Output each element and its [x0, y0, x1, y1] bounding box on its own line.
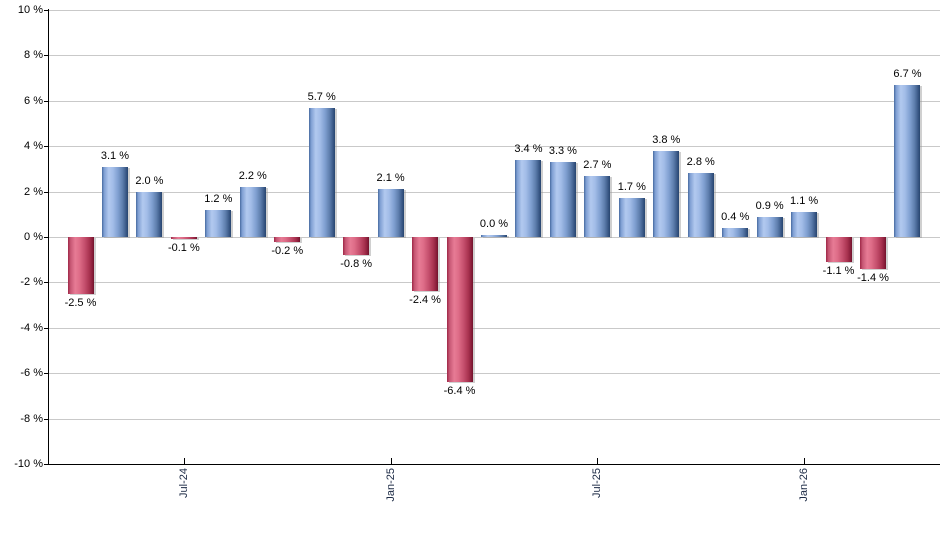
bar-positive: [308, 107, 335, 237]
bar-positive: [480, 235, 507, 237]
y-tick-label: 2 %: [24, 185, 43, 198]
x-tick-label: Jul-24: [177, 468, 190, 498]
y-axis-tick: [44, 464, 48, 465]
bar-positive: [239, 187, 266, 237]
bar-value-label: -1.4 %: [857, 271, 889, 284]
bar-value-label: -0.1 %: [167, 242, 200, 255]
bar-positive: [584, 175, 611, 237]
y-axis-tick: [44, 282, 48, 284]
x-tick-label: Jan-25: [384, 468, 397, 502]
bar-value-label: 0.0 %: [479, 218, 509, 230]
y-tick-label: 4 %: [24, 140, 43, 153]
bar-value-label: 1.1 %: [790, 195, 819, 208]
bar-value-label: -0.8 %: [340, 258, 373, 271]
y-gridline: [48, 100, 940, 102]
bar-negative: [412, 237, 439, 292]
bar-negative: [825, 237, 852, 262]
bar-positive: [549, 162, 576, 237]
bar-positive: [618, 198, 645, 237]
y-axis-tick: [44, 418, 48, 420]
bar-positive: [205, 209, 232, 237]
bar-negative: [67, 237, 94, 294]
y-axis-tick: [44, 327, 48, 329]
bar-value-label: 1.2 %: [204, 192, 233, 205]
bar-value-label: -0.2 %: [271, 244, 304, 257]
bar-value-label: 3.8 %: [652, 133, 681, 146]
bar-negative: [446, 237, 473, 383]
y-gridline: [48, 146, 940, 148]
y-gridline: [48, 418, 940, 420]
y-tick-label: -8 %: [20, 412, 43, 425]
y-gridline: [48, 191, 940, 193]
y-tick-label: -6 %: [20, 367, 43, 380]
bar-value-label: -1.1 %: [822, 264, 855, 277]
bar-positive: [687, 173, 714, 237]
bar-positive: [136, 191, 163, 237]
y-axis-tick: [44, 100, 48, 102]
y-gridline: [48, 10, 940, 11]
bar-value-label: 5.7 %: [307, 90, 336, 103]
x-tick-label: Jan-26: [798, 468, 811, 502]
y-gridline: [48, 327, 940, 329]
y-axis-tick: [44, 55, 48, 57]
bar-positive: [653, 150, 680, 237]
y-axis-tick: [44, 373, 48, 375]
bar-value-label: 2.0 %: [135, 174, 164, 187]
bar-positive: [101, 166, 128, 237]
bar-value-label: -2.4 %: [409, 294, 441, 307]
y-tick-label: 6 %: [24, 94, 43, 107]
y-axis-tick: [44, 146, 48, 148]
bar-value-label: 3.1 %: [100, 149, 130, 162]
bar-positive: [894, 84, 921, 237]
y-axis-tick: [44, 237, 48, 238]
bar-value-label: -2.5 %: [64, 296, 97, 309]
y-axis-tick: [44, 10, 48, 11]
bar-positive: [515, 159, 542, 237]
y-gridline: [48, 373, 940, 375]
bar-value-label: 1.7 %: [617, 181, 646, 194]
bar-positive: [756, 216, 783, 237]
bar-value-label: 3.3 %: [548, 145, 577, 158]
bar-value-label: 2.8 %: [686, 156, 715, 169]
bar-value-label: 2.2 %: [238, 170, 267, 183]
y-tick-label: 10 %: [17, 4, 43, 16]
y-tick-label: 8 %: [24, 49, 43, 62]
x-tick-label: Jul-25: [591, 468, 604, 498]
bar-positive: [377, 189, 404, 237]
y-tick-label: -4 %: [20, 321, 43, 334]
bar-value-label: 0.9 %: [755, 199, 784, 212]
y-gridline: [48, 237, 940, 238]
x-axis-tick: [804, 458, 806, 464]
y-axis-line: [48, 9, 49, 465]
y-tick-label: -2 %: [20, 276, 43, 289]
x-axis-line: [48, 464, 940, 465]
y-gridline: [48, 55, 940, 57]
bar-negative: [343, 237, 370, 256]
x-axis-tick: [597, 458, 599, 464]
bar-value-label: 3.4 %: [514, 142, 543, 155]
bar-negative: [170, 237, 197, 240]
bar-value-label: 2.7 %: [583, 158, 612, 171]
y-tick-label: -10 %: [14, 458, 43, 470]
y-gridline: [48, 282, 940, 284]
x-axis-tick: [183, 458, 185, 464]
bar-positive: [791, 212, 818, 237]
plot-area: [48, 10, 940, 464]
bar-value-label: 6.7 %: [893, 67, 922, 80]
bar-positive: [722, 227, 749, 237]
bar-value-label: 2.1 %: [376, 172, 405, 185]
bar-value-label: -6.4 %: [443, 385, 476, 398]
x-axis-tick: [390, 458, 392, 464]
bar-value-label: 0.4 %: [721, 210, 750, 223]
y-tick-label: 0 %: [24, 231, 43, 243]
y-axis-tick: [44, 191, 48, 193]
bar-negative: [860, 237, 887, 269]
bar-negative: [274, 237, 301, 242]
